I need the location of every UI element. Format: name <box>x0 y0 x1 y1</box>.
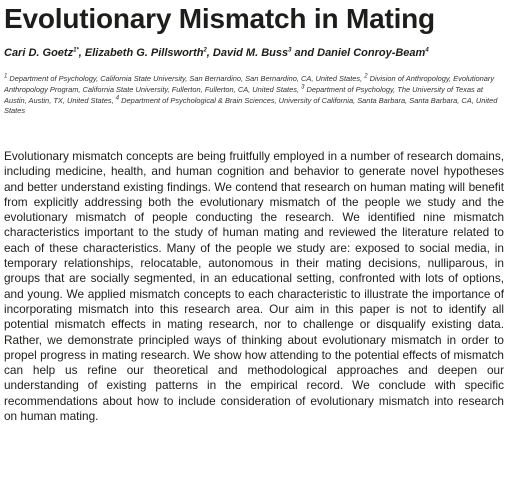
author-name: Daniel Conroy-Beam <box>317 47 426 59</box>
author-name: Cari D. Goetz <box>4 47 74 59</box>
author-separator: and <box>291 47 318 59</box>
paper-title: Evolutionary Mismatch in Mating <box>4 3 435 34</box>
author-list: Cari D. Goetz1*, Elizabeth G. Pillsworth… <box>4 46 429 60</box>
paper-page: Evolutionary Mismatch in Mating Cari D. … <box>4 0 504 499</box>
affiliation-mark: 4 <box>115 95 120 102</box>
author-name: David M. Buss <box>212 47 289 59</box>
affiliation-mark: 1 <box>4 73 8 80</box>
author-separator: , <box>78 47 85 59</box>
affiliation: 4 Department of Psychological & Brain Sc… <box>4 95 498 116</box>
author-affiliation-mark: 3 <box>288 47 292 54</box>
author-name: Elizabeth G. Pillsworth <box>84 47 204 59</box>
affiliation-mark: 3 <box>301 84 305 91</box>
affiliation-text: Department of Psychology, California Sta… <box>7 74 365 83</box>
author[interactable]: Daniel Conroy-Beam4 <box>317 47 429 59</box>
affiliation: 2 Division of Anthropology, Evolutionary… <box>4 74 494 94</box>
author-separator: , <box>206 47 213 59</box>
affiliation-text: Division of Anthropology, Evolutionary A… <box>4 74 495 94</box>
author-affiliation-mark: 4 <box>425 47 429 54</box>
affiliation: 3 Department of Psychology, The Universi… <box>4 84 483 105</box>
author[interactable]: Cari D. Goetz1* <box>4 47 79 59</box>
author[interactable]: Elizabeth G. Pillsworth2 <box>85 47 207 59</box>
affiliations: 1 Department of Psychology, California S… <box>4 74 500 117</box>
author-affiliation-mark: 2 <box>203 47 207 54</box>
author-affiliation-mark: 1* <box>73 47 79 54</box>
author[interactable]: David M. Buss3 <box>213 47 292 59</box>
affiliation-text: Department of Psychology, The University… <box>4 84 483 105</box>
affiliation-mark: 2 <box>364 73 368 80</box>
affiliation: 1 Department of Psychology, California S… <box>4 74 364 83</box>
affiliation-text: Department of Psychological & Brain Scie… <box>4 95 498 116</box>
abstract-text: Evolutionary mismatch concepts are being… <box>4 149 504 424</box>
